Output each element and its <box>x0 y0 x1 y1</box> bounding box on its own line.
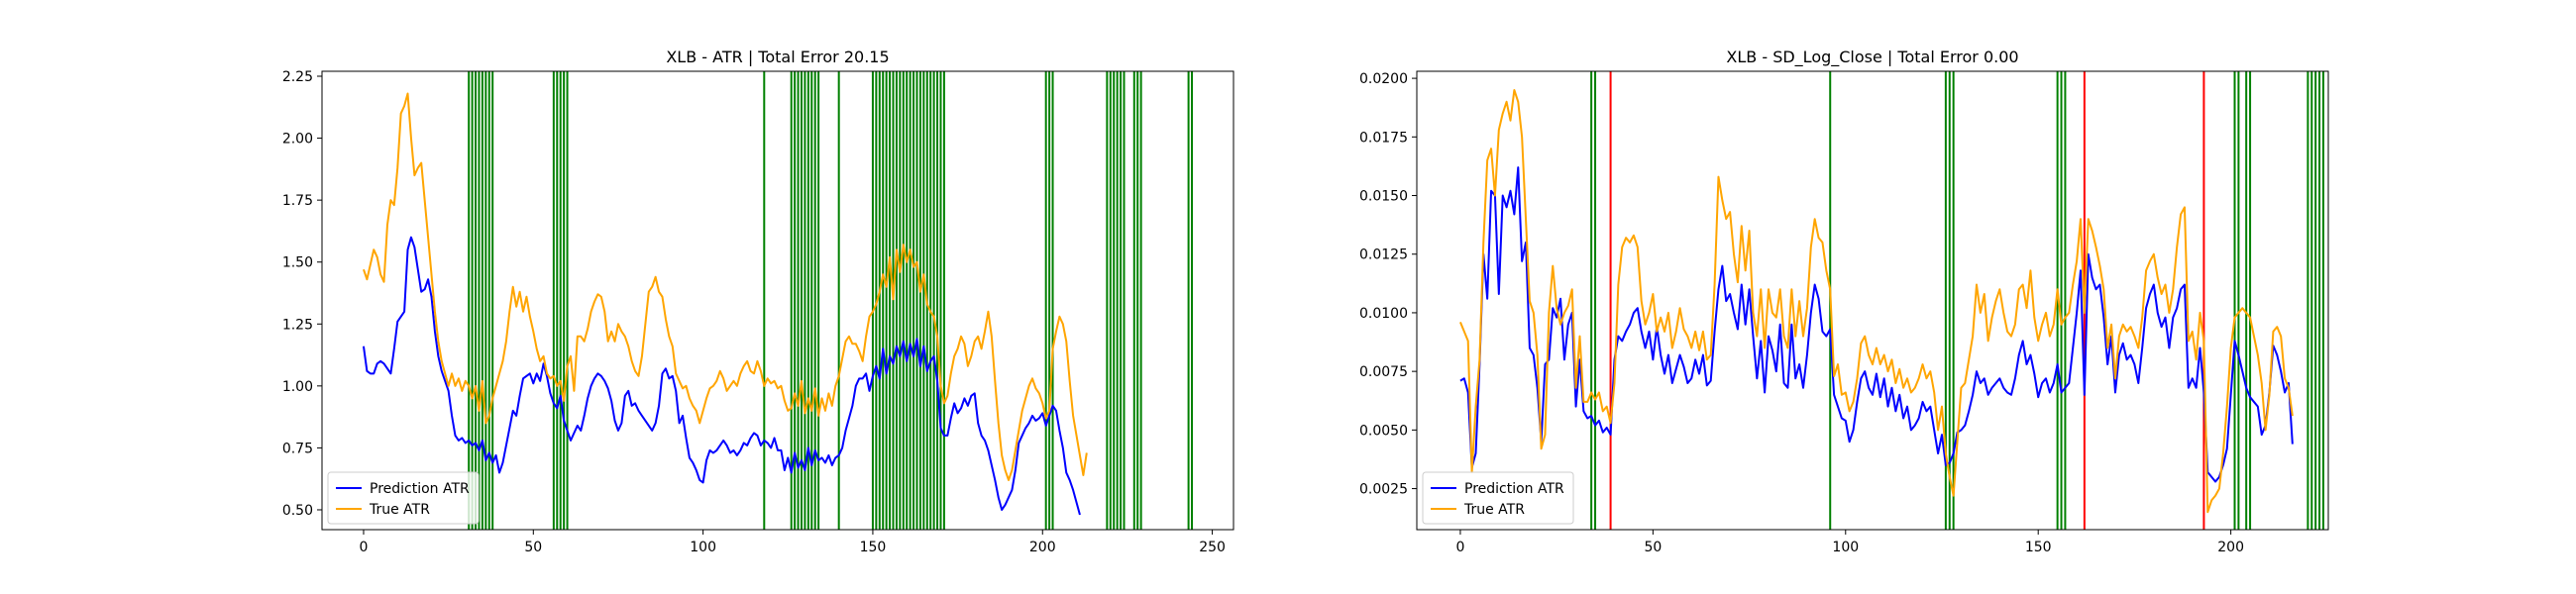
y-tick-label: 0.0150 <box>1359 189 1408 205</box>
series-line <box>362 236 1081 516</box>
x-tick-label: 0 <box>360 540 369 555</box>
y-tick-label: 0.0125 <box>1359 248 1408 263</box>
y-tick-label: 1.25 <box>282 317 313 333</box>
tick-layer: 0 50 100 150 200 0.0025 0.0050 0.0075 0.0100 0.01… <box>1359 71 2244 555</box>
vertical-marker-layer <box>468 71 1194 530</box>
y-tick-label: 1.50 <box>282 255 313 271</box>
series-line <box>363 92 1088 481</box>
x-tick-label: 200 <box>2217 540 2244 555</box>
chart-title: XLB - ATR | Total Error 20.15 <box>666 48 889 66</box>
legend-label-true: True ATR <box>369 502 430 518</box>
series-line <box>1459 88 2294 514</box>
y-tick-label: 0.0175 <box>1359 130 1408 146</box>
y-tick-label: 0.75 <box>282 441 313 456</box>
y-tick-label: 0.0075 <box>1359 364 1408 380</box>
chart-title: XLB - SD_Log_Close | Total Error 0.00 <box>1726 48 2018 67</box>
plot-area-frame <box>1416 70 2329 531</box>
chart-panel-sd-log-close: XLB - SD_Log_Close | Total Error 0.00 0 5… <box>1359 48 2329 555</box>
y-tick-label: 0.0050 <box>1359 423 1408 439</box>
x-tick-label: 150 <box>2025 540 2052 555</box>
legend-label-prediction: Prediction ATR <box>1464 481 1564 497</box>
legend-label-true: True ATR <box>1463 502 1525 518</box>
y-tick-label: 0.0100 <box>1359 306 1408 322</box>
legend-box <box>327 471 480 525</box>
x-tick-label: 150 <box>860 540 887 555</box>
legend: Prediction ATR True ATR <box>1422 471 1574 525</box>
tick-layer: 0 50 100 150 200 250 0.50 0.75 1.00 1.25 1.50 1.75 2… <box>282 69 1226 555</box>
series-layer <box>1459 88 2294 514</box>
y-tick-label: 2.25 <box>282 69 313 85</box>
x-tick-label: 100 <box>690 540 716 555</box>
x-tick-label: 50 <box>524 540 542 555</box>
y-tick-label: 0.50 <box>282 503 313 519</box>
x-tick-label: 50 <box>1644 540 1662 555</box>
chart-panel-atr: XLB - ATR | Total Error 20.15 0 50 100 150 2… <box>282 48 1234 555</box>
x-tick-label: 0 <box>1455 540 1464 555</box>
y-tick-label: 1.75 <box>282 193 313 209</box>
x-tick-label: 200 <box>1029 540 1056 555</box>
legend: Prediction ATR True ATR <box>327 471 480 525</box>
legend-box <box>1422 471 1574 525</box>
series-layer <box>362 92 1088 516</box>
y-tick-label: 0.0200 <box>1359 71 1408 87</box>
series-line <box>1459 166 2294 483</box>
legend-label-prediction: Prediction ATR <box>370 481 470 497</box>
y-tick-label: 2.00 <box>282 132 313 148</box>
plot-area-frame <box>321 70 1234 531</box>
y-tick-label: 0.0025 <box>1359 482 1408 498</box>
x-tick-label: 250 <box>1199 540 1226 555</box>
y-tick-label: 1.00 <box>282 379 313 395</box>
x-tick-label: 100 <box>1832 540 1859 555</box>
